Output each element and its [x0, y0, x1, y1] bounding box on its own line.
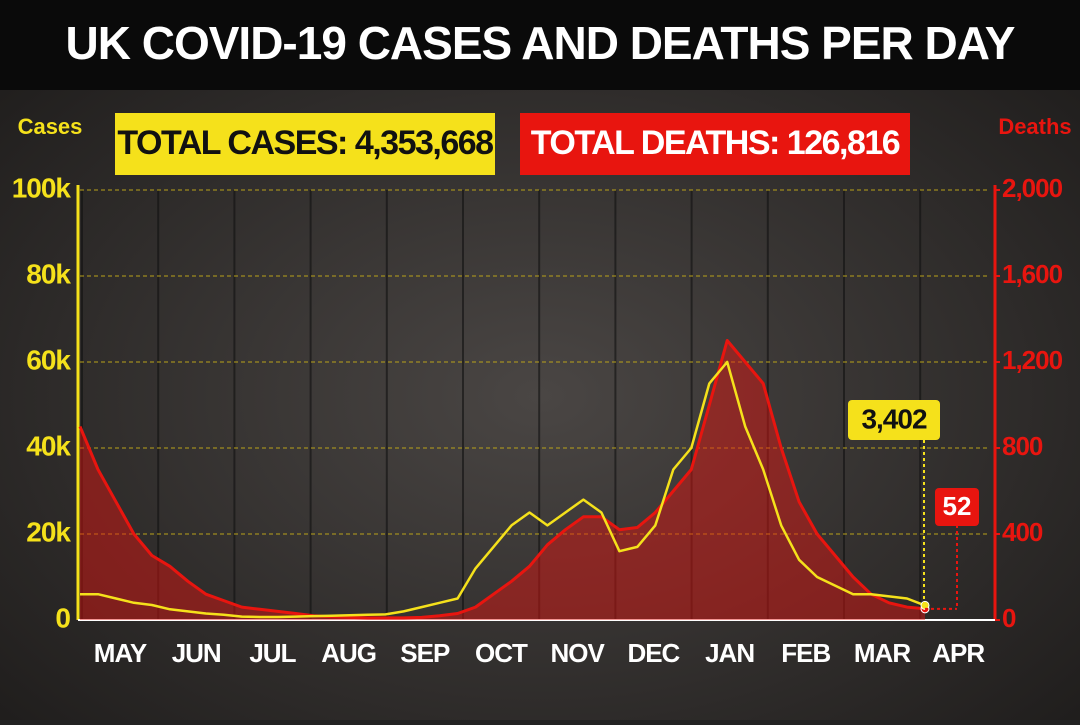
total-cases-box: [115, 113, 495, 175]
x-tick-label: MAY: [94, 638, 147, 668]
x-tick-label: AUG: [321, 638, 376, 668]
x-tick-label: JAN: [705, 638, 754, 668]
y2-tick-label: 400: [1002, 517, 1043, 547]
y-tick-label: 60k: [26, 344, 71, 375]
x-tick-label: SEP: [400, 638, 450, 668]
y2-axis-label: Deaths: [998, 114, 1071, 139]
area: [80, 340, 925, 620]
total-cases: TOTAL CASES: 4,353,668: [117, 124, 493, 162]
x-tick-label: DEC: [627, 638, 680, 668]
x-tick-label: APR: [932, 638, 985, 668]
y-tick-label: 40k: [26, 430, 71, 461]
y-axis-label: Cases: [18, 114, 83, 139]
x-tick-label: OCT: [475, 638, 528, 668]
y2-tick-label: 2,000: [1002, 173, 1063, 203]
value-label: 52: [943, 491, 972, 521]
value-label-box: [935, 488, 979, 526]
y2-tick-label: 0: [1002, 603, 1016, 633]
y-tick-label: 20k: [26, 516, 71, 547]
x-tick-label: MAR: [854, 638, 911, 668]
value-label: 3,402: [861, 403, 926, 434]
y2-tick-label: 1,200: [1002, 345, 1063, 375]
chart-title: UK COVID-19 CASES AND DEATHS PER DAY: [66, 17, 1015, 69]
line: [78, 339, 926, 620]
y2-tick-label: 800: [1002, 431, 1043, 461]
line: [80, 360, 926, 619]
value-label-box: [848, 400, 940, 440]
x-tick-label: JUL: [249, 638, 296, 668]
y2-tick-label: 1,600: [1002, 259, 1063, 289]
y-tick-label: 100k: [12, 172, 72, 203]
title-bar: [0, 0, 1080, 90]
total-deaths-box: [520, 113, 910, 175]
x-tick-label: NOV: [551, 638, 606, 668]
x-tick-label: FEB: [781, 638, 830, 668]
y-tick-label: 80k: [26, 258, 71, 289]
x-tick-label: JUN: [172, 638, 221, 668]
total-deaths: TOTAL DEATHS: 126,816: [531, 124, 900, 162]
y-tick-label: 0: [55, 602, 70, 633]
